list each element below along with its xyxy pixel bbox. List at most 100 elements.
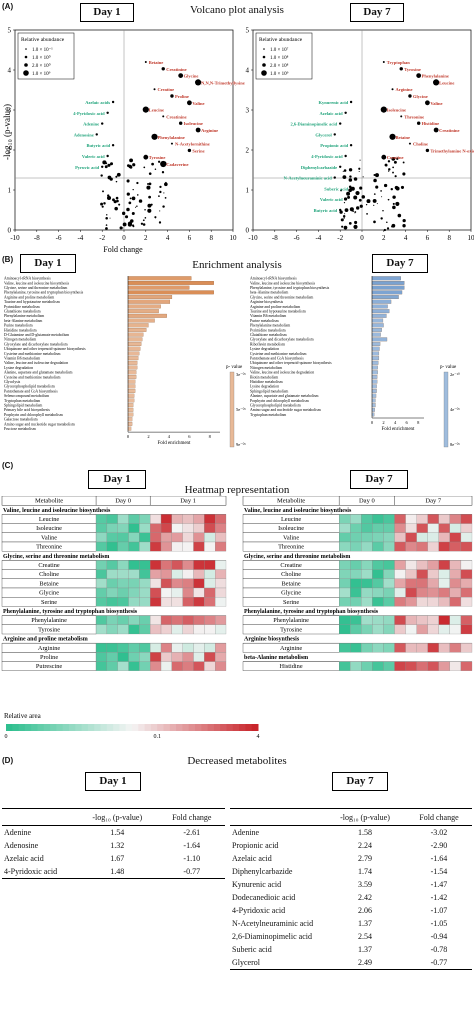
- heatmap-cell: [95, 615, 108, 625]
- enrichment-bar: [371, 313, 387, 318]
- scale-step: [87, 724, 95, 731]
- table-row: 4-Pyridoxic acid 1.48 -0.77: [2, 865, 225, 879]
- cell-fc: -1.05: [430, 919, 448, 928]
- heatmap-cell: [106, 652, 118, 662]
- scale-step: [163, 724, 171, 731]
- heatmap-cell: [150, 541, 162, 552]
- point: [122, 211, 126, 215]
- heatmap-cell: [405, 597, 417, 607]
- label-up: Choline: [413, 142, 428, 147]
- scale-step: [220, 724, 227, 731]
- metabolite-name: Glycine: [281, 590, 301, 597]
- label-up: Creatine: [387, 155, 404, 160]
- metabolite-name: Serine: [283, 599, 299, 606]
- point: [116, 199, 119, 203]
- y-tick-label: 2: [8, 147, 12, 155]
- label-down: Butyric acid: [86, 143, 110, 148]
- point-down: [106, 111, 109, 115]
- point: [138, 199, 143, 203]
- point: [358, 170, 360, 173]
- heatmap-cell: [372, 624, 384, 635]
- point: [148, 172, 152, 175]
- heatmap-cell: [416, 587, 428, 598]
- point: [159, 190, 162, 194]
- heatmap-cell: [339, 560, 351, 570]
- table-row: Adenine 1.54 -2.61: [2, 826, 225, 840]
- col-pvalue: -log₁₀ (p-value): [76, 808, 159, 826]
- heatmap-cell: [204, 587, 216, 598]
- pathway-label: Vitamin B6 metabolism: [250, 314, 286, 318]
- point-up: [142, 106, 149, 113]
- pathway-label: Valine, leucine and isoleucine biosynthe…: [4, 281, 70, 286]
- point: [376, 203, 378, 205]
- x-tick-label: -4: [315, 234, 321, 242]
- pathway-label: Purine metabolism: [4, 324, 33, 328]
- point-down: [101, 122, 104, 125]
- heatmap-cell: [106, 560, 118, 570]
- heatmap-cell: [405, 624, 417, 635]
- pathway-group-title: Phenylalanine, tyrosine and tryptophan b…: [3, 609, 138, 615]
- heatmap-cell: [182, 578, 194, 589]
- label-up: Arginine: [396, 87, 413, 92]
- heatmap-cell: [460, 661, 473, 671]
- heatmap-cell: [204, 541, 216, 552]
- point: [154, 168, 157, 171]
- heatmap-cell: [339, 661, 351, 671]
- heatmap-cell: [361, 624, 373, 635]
- pvalue-tick: 5e⁻⁰¹: [236, 407, 246, 412]
- enrichment-bar: [127, 304, 161, 309]
- point-down: [339, 165, 342, 168]
- cell-name: N-Acetylneuraminic acid: [232, 919, 314, 928]
- cell-fc: -1.64: [430, 854, 448, 863]
- heatmap-cell: [139, 652, 151, 662]
- heatmap-cell: [117, 569, 129, 579]
- label-up: Creatinine: [166, 114, 186, 119]
- heatmap-cell: [383, 587, 395, 598]
- heatmap-cell: [215, 597, 227, 607]
- heatmap-cell: [405, 587, 417, 598]
- heatmap-cell: [171, 514, 183, 524]
- x-tick-label: -6: [294, 234, 300, 242]
- heatmap-cell: [339, 587, 351, 598]
- heatmap-cell: [193, 587, 205, 598]
- scale-step: [113, 724, 120, 731]
- pathway-label: Purine metabolism: [250, 319, 279, 323]
- x-tick-label: 0: [371, 420, 374, 425]
- table-header-row: -log₁₀ (p-value) Fold change: [230, 808, 472, 826]
- point: [400, 185, 405, 189]
- pathway-label: Alanine, aspartate and glutamate metabol…: [4, 371, 72, 376]
- legend-item: 1.0 × 10⁰: [32, 55, 51, 61]
- heatmap-cell: [106, 661, 118, 671]
- heatmap-cell: [350, 569, 362, 579]
- point: [390, 187, 393, 191]
- heatmap-cell: [215, 514, 227, 524]
- point: [126, 164, 130, 168]
- metabolite-name: Valine: [283, 534, 299, 541]
- heatmap-cell: [460, 569, 473, 579]
- label-down: Valeric acid: [320, 197, 343, 202]
- heatmap-cell: [106, 532, 118, 543]
- heatmap-cell: [460, 624, 473, 635]
- point: [101, 205, 104, 208]
- table-row: Adenosine 1.32 -1.64: [2, 839, 225, 852]
- pvalue-tick: 3e⁻⁰¹: [236, 372, 246, 377]
- label-down: Glycerol: [315, 132, 332, 137]
- point: [104, 165, 108, 169]
- heatmap-cell: [350, 643, 362, 653]
- heatmap-cell: [361, 643, 373, 653]
- heatmap-cell: [350, 523, 362, 533]
- heatmap-cell: [372, 541, 384, 552]
- point: [348, 221, 352, 225]
- heatmap-cell: [95, 560, 108, 570]
- heatmap-cell: [182, 615, 194, 625]
- pathway-label: Pantothenate and CoA biosynthesis: [250, 357, 304, 361]
- cell-name: Diphenylcarbazide: [232, 867, 293, 876]
- heatmap-cell: [139, 624, 151, 635]
- enrichment-bar: [127, 351, 140, 356]
- heatmap-cell: [372, 569, 384, 579]
- point: [154, 216, 157, 219]
- heatmap-cell: [193, 523, 205, 533]
- heatmap-cell: [339, 532, 351, 543]
- metabolite-name: Isoleucine: [278, 525, 304, 532]
- scale-step: [195, 724, 202, 731]
